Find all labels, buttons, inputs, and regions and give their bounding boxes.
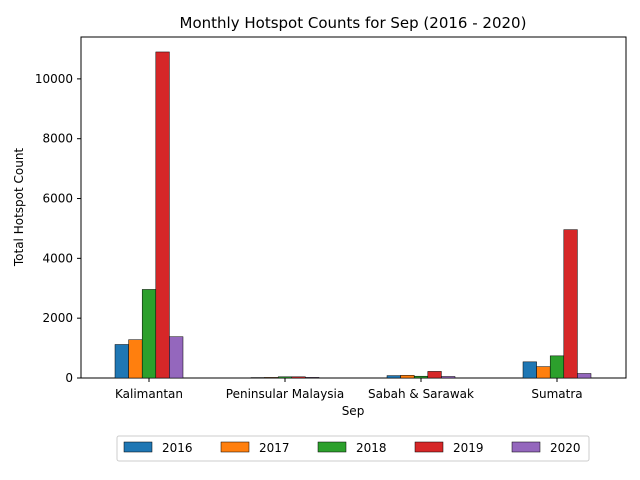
y-tick-label: 8000 xyxy=(42,132,73,146)
chart-title: Monthly Hotspot Counts for Sep (2016 - 2… xyxy=(180,14,527,32)
bar-2018-2 xyxy=(413,375,429,379)
bar-2019-0 xyxy=(155,51,170,379)
bar-2020-0 xyxy=(169,336,184,379)
bar-2018-3 xyxy=(549,355,565,379)
legend-swatch-2016 xyxy=(123,441,153,453)
legend-swatch-2019 xyxy=(414,441,444,453)
legend-swatch-2017 xyxy=(220,441,250,453)
bar-2016-2 xyxy=(386,375,401,379)
x-axis-ticks: Kalimantan Peninsular Malaysia Sabah & Sar… xyxy=(115,378,583,401)
y-tick-label: 4000 xyxy=(42,251,73,265)
bar-2017-2 xyxy=(400,375,415,379)
bar-2020-1 xyxy=(305,377,320,379)
bar-2019-3 xyxy=(563,229,578,379)
legend-swatch-2018 xyxy=(317,441,347,453)
bar-2018-1 xyxy=(277,376,293,379)
bar-2019-2 xyxy=(427,371,442,379)
x-tick-label: Sabah & Sarawak xyxy=(368,387,474,401)
y-tick-label: 6000 xyxy=(42,192,73,206)
legend-label-2020: 2020 xyxy=(550,441,581,455)
plot-frame xyxy=(80,36,627,379)
legend-swatch-2020 xyxy=(511,441,541,453)
x-tick-label: Kalimantan xyxy=(115,387,183,401)
bar-2018-0 xyxy=(141,289,157,379)
y-tick-label: 0 xyxy=(65,371,73,385)
y-tick-label: 10000 xyxy=(35,72,73,86)
bar-2020-3 xyxy=(577,373,592,379)
y-axis-label: Total Hotspot Count xyxy=(12,148,26,268)
legend-label-2018: 2018 xyxy=(356,441,387,455)
legend: 2016 2017 2018 2019 2020 xyxy=(116,435,590,462)
bar-2020-2 xyxy=(441,376,456,379)
legend-label-2017: 2017 xyxy=(259,441,290,455)
legend-label-2019: 2019 xyxy=(453,441,484,455)
x-tick-label: Peninsular Malaysia xyxy=(226,387,344,401)
x-tick-label: Sumatra xyxy=(531,387,582,401)
bar-2017-3 xyxy=(536,366,551,379)
legend-label-2016: 2016 xyxy=(162,441,193,455)
bar-2017-1 xyxy=(264,377,279,379)
bar-2016-0 xyxy=(114,344,129,379)
bars-group xyxy=(114,51,592,379)
plot-area: 0 2000 4000 6000 8000 10000 Kalimantan Peninsu… xyxy=(35,36,627,401)
bar-2016-3 xyxy=(522,361,537,379)
bar-2019-1 xyxy=(291,376,306,379)
y-axis-ticks: 0 2000 4000 6000 8000 10000 xyxy=(35,72,81,385)
x-axis-label: Sep xyxy=(342,404,365,418)
y-tick-label: 2000 xyxy=(42,311,73,325)
bar-2017-0 xyxy=(128,339,143,379)
